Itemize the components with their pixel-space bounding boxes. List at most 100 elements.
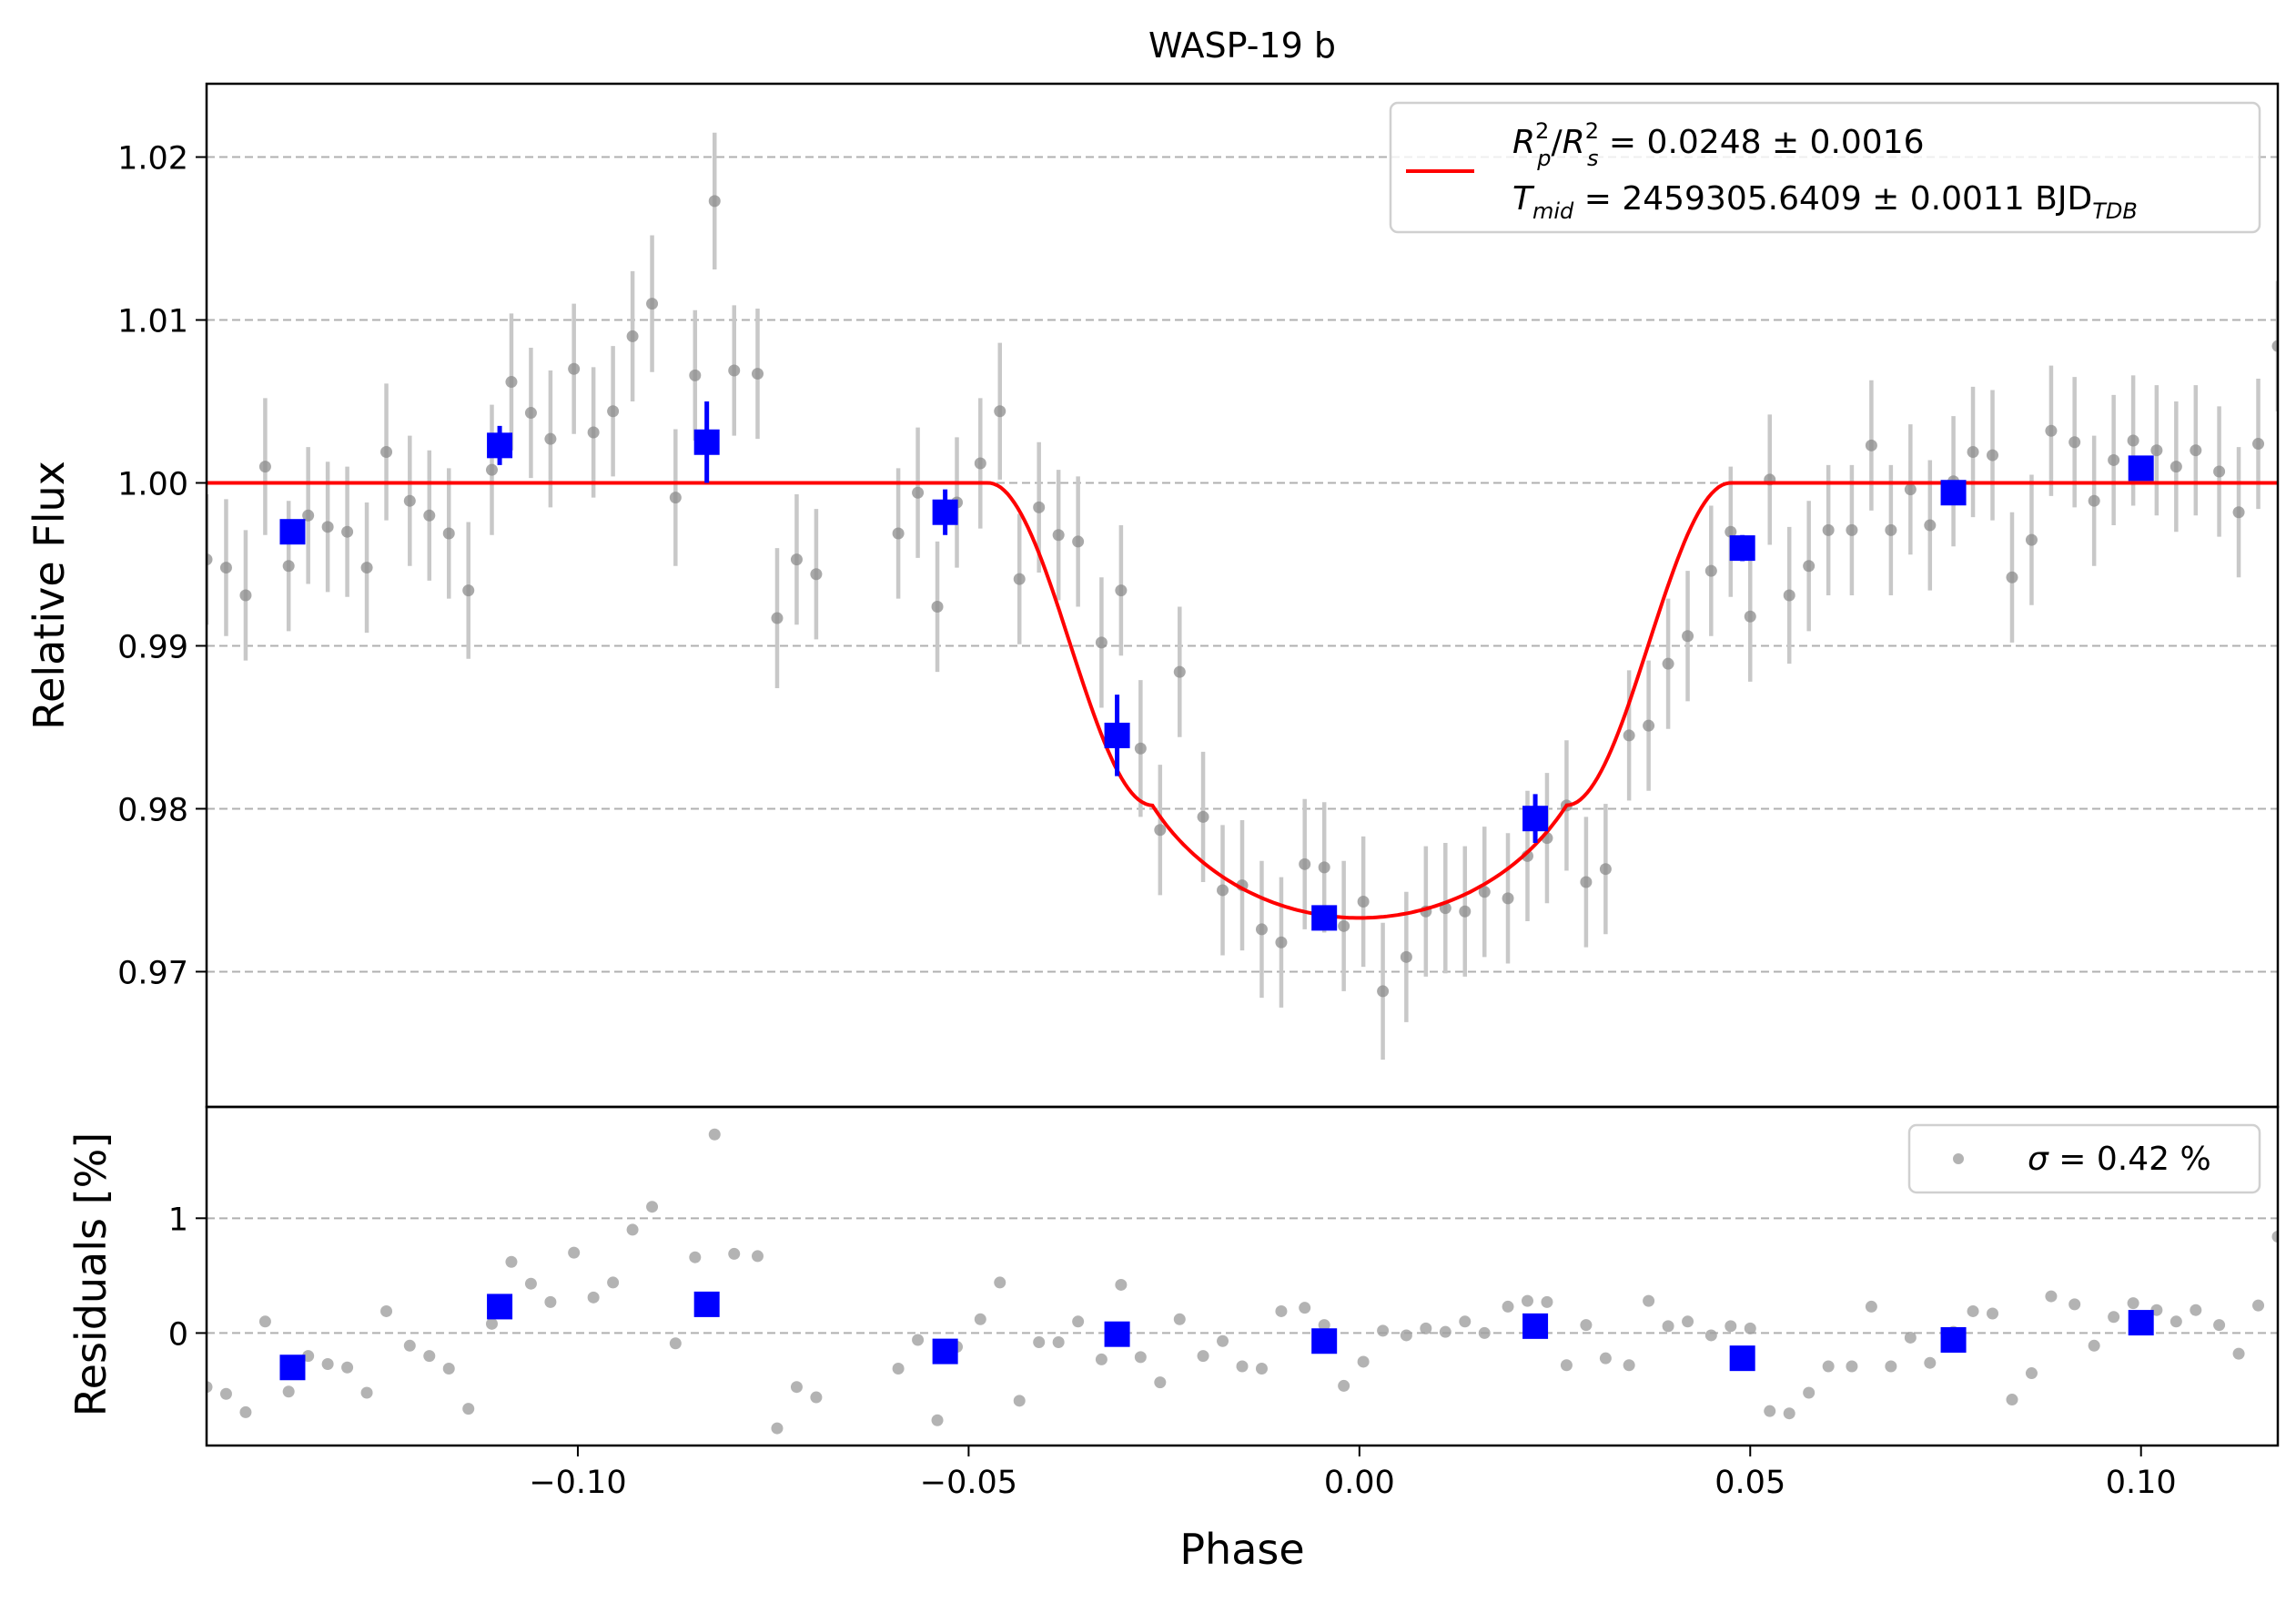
residual-raw-point: [2252, 1299, 2265, 1312]
residual-raw-point: [1704, 1329, 1717, 1342]
residual-raw-point: [1502, 1300, 1514, 1313]
residual-binned-point: [693, 1291, 720, 1317]
raw-point: [2232, 506, 2245, 519]
residual-raw-point: [1318, 1319, 1330, 1332]
raw-point: [1299, 857, 1311, 870]
raw-point: [2150, 444, 2163, 457]
raw-point: [568, 362, 581, 375]
residual-raw-point: [892, 1363, 905, 1375]
flux-y-tick-label: 1.00: [117, 467, 188, 503]
residual-raw-point: [771, 1422, 784, 1435]
residual-raw-point: [1967, 1304, 1979, 1317]
residual-raw-point: [2170, 1315, 2182, 1328]
residual-raw-point: [1299, 1302, 1311, 1314]
residual-raw-point: [1255, 1363, 1268, 1375]
residual-raw-point: [646, 1201, 659, 1213]
residual-raw-point: [1173, 1313, 1186, 1325]
raw-point: [1803, 560, 1816, 573]
raw-point: [626, 330, 639, 342]
raw-point: [2006, 571, 2018, 583]
residual-binned-point: [1104, 1321, 1130, 1347]
residuals-data: [207, 1128, 2278, 1435]
residual-raw-point: [2271, 1230, 2278, 1243]
binned-point: [487, 432, 513, 459]
raw-point: [1357, 895, 1370, 908]
flux-y-ticks: 0.97 0.98 0.99 1.00 1.01 1.02: [117, 141, 207, 991]
raw-point: [1033, 501, 1046, 513]
residual-raw-point: [994, 1276, 1006, 1289]
residual-raw-point: [1115, 1278, 1128, 1291]
residual-raw-point: [1338, 1379, 1350, 1392]
residual-raw-point: [207, 1381, 213, 1394]
flux-y-tick-label: 0.98: [117, 792, 188, 828]
raw-point: [302, 509, 315, 522]
raw-point: [1377, 985, 1390, 998]
raw-point: [2271, 340, 2278, 352]
raw-point: [892, 527, 905, 540]
phase-x-tick-label: −0.05: [920, 1465, 1017, 1501]
residuals-panel: 01 −0.10 −0.05 0.00 0.05 0.10 Residuals [%] …: [66, 1105, 2280, 1574]
raw-point: [2252, 438, 2265, 451]
flux-y-tick-label: 0.97: [117, 955, 188, 991]
raw-point: [1338, 919, 1350, 932]
raw-point: [1318, 861, 1330, 874]
residuals-gridlines: [207, 1217, 2278, 1334]
residual-raw-point: [1662, 1320, 1674, 1333]
raw-point: [771, 612, 784, 624]
raw-point: [2190, 444, 2202, 457]
residual-binned-point: [487, 1294, 513, 1320]
residual-raw-point: [1154, 1376, 1167, 1389]
raw-point: [1783, 589, 1795, 602]
raw-point: [1134, 742, 1147, 755]
residual-raw-point: [1682, 1315, 1694, 1328]
raw-point: [1662, 657, 1674, 670]
residual-raw-point: [423, 1350, 436, 1363]
raw-point: [752, 368, 764, 380]
residual-raw-point: [1987, 1307, 1999, 1320]
legend-midtime: Tmid = 2459305.6409 ± 0.0011 BJDTDB: [1512, 180, 2138, 224]
raw-point: [810, 568, 823, 581]
residual-raw-point: [1033, 1336, 1046, 1349]
raw-point: [1744, 610, 1756, 623]
residual-raw-point: [931, 1414, 944, 1426]
residual-raw-point: [974, 1313, 986, 1325]
residual-raw-point: [1217, 1334, 1229, 1347]
binned-point: [1522, 806, 1549, 832]
residual-raw-point: [752, 1250, 764, 1263]
residual-raw-point: [1275, 1304, 1288, 1317]
residual-raw-point: [1521, 1294, 1533, 1307]
residual-raw-point: [2108, 1311, 2120, 1324]
residual-raw-point: [1725, 1320, 1737, 1333]
flux-y-label: Relative Flux: [25, 461, 74, 730]
residuals-y-tick-label: 1: [168, 1202, 188, 1238]
residuals-axes-frame: [205, 1105, 2280, 1447]
raw-point: [1725, 525, 1737, 538]
phase-x-label: Phase: [1179, 1525, 1304, 1574]
residual-raw-point: [341, 1361, 354, 1374]
raw-point: [380, 445, 393, 458]
residual-raw-point: [1478, 1326, 1491, 1339]
raw-point: [485, 463, 498, 476]
residual-raw-point: [790, 1381, 803, 1394]
residual-raw-point: [1822, 1360, 1835, 1373]
binned-point: [932, 499, 958, 525]
raw-point: [1904, 483, 1917, 496]
residual-raw-point: [544, 1295, 557, 1308]
raw-point: [2127, 434, 2139, 447]
raw-point: [994, 405, 1006, 418]
residual-raw-point: [1236, 1360, 1249, 1373]
raw-point: [462, 584, 475, 597]
legend-radius-ratio: R2 p/R2 s = 0.0248 ± 0.0016: [1512, 118, 1925, 171]
raw-point: [341, 525, 354, 538]
raw-point: [1846, 523, 1858, 536]
raw-point: [1478, 886, 1491, 898]
residual-raw-point: [2232, 1347, 2245, 1360]
raw-point: [1275, 936, 1288, 949]
raw-point: [2025, 533, 2038, 546]
raw-points: [207, 195, 2278, 998]
residual-raw-point: [1377, 1324, 1390, 1337]
flux-data: [207, 132, 2278, 1060]
raw-point: [2045, 424, 2058, 437]
raw-point: [646, 298, 659, 310]
